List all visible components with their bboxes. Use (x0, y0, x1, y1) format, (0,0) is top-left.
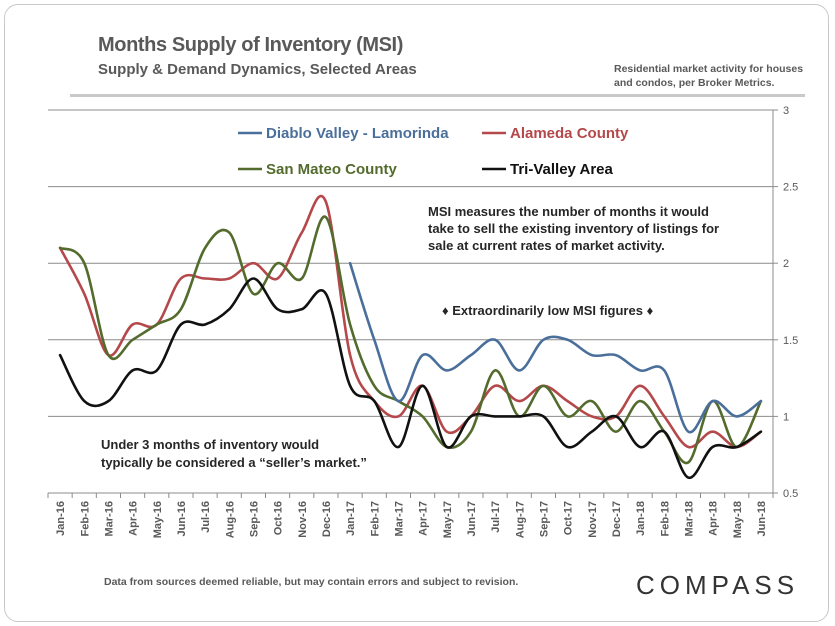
x-tick-label: Oct-16 (273, 501, 285, 535)
x-tick-label: Jan-18 (635, 501, 647, 536)
sellers-market-annotation: Under 3 months of inventory would typica… (101, 437, 367, 470)
x-tick-label: Mar-16 (103, 501, 115, 536)
sellers-note-line-1: Under 3 months of inventory would (101, 437, 319, 452)
msi-note-line-3: sale at current rates of market activity… (428, 238, 665, 253)
legend-label-diablo: Diablo Valley - Lamorinda (266, 125, 449, 142)
x-tick-label: Aug-17 (514, 501, 526, 538)
legend-label-trivalley: Tri-Valley Area (510, 161, 613, 178)
series-line-tri-valley-area (58, 277, 763, 479)
chart-frame (4, 4, 829, 622)
x-axis-ticks: Jan-16 Feb-16 Mar-16 Apr-16 May-16 Jun-16 Jul-… (47, 493, 774, 538)
x-tick-label: Jan-16 (55, 501, 67, 536)
x-tick-label: Mar-17 (393, 501, 405, 536)
y-axis-ticks: 0.5 1 1.5 2 2.5 3 (773, 105, 798, 500)
x-tick-label: Aug-16 (224, 501, 236, 538)
x-tick-label: Jun-16 (176, 501, 188, 536)
x-tick-label: Jan-17 (345, 501, 357, 536)
legend-label-sanmateo: San Mateo County (266, 161, 397, 178)
y-tick-label: 1 (783, 411, 789, 423)
legend: Diablo Valley - Lamorinda Alameda County… (238, 125, 629, 178)
chart-title: Months Supply of Inventory (MSI) (98, 34, 403, 56)
x-tick-label: May-16 (152, 501, 164, 538)
x-tick-label: Oct-17 (563, 501, 575, 535)
y-tick-label: 3 (783, 105, 789, 117)
x-tick-label: Apr-16 (128, 501, 140, 536)
y-tick-label: 0.5 (783, 488, 798, 500)
x-tick-label: Mar-18 (683, 501, 695, 536)
x-tick-label: Sep-17 (538, 501, 550, 537)
x-tick-label: Feb-17 (369, 501, 381, 536)
low-msi-annotation: ♦ Extraordinarily low MSI figures ♦ (442, 303, 654, 318)
x-tick-label: Jun-17 (466, 501, 478, 536)
series-line-alameda-county (58, 194, 763, 449)
x-tick-label: Jun-18 (756, 501, 768, 536)
x-tick-label: Dec-17 (611, 501, 623, 537)
x-tick-label: Dec-16 (321, 501, 333, 537)
axes (48, 110, 774, 494)
x-tick-label: Nov-17 (587, 501, 599, 538)
x-tick-label: Apr-17 (418, 501, 430, 536)
y-tick-label: 2.5 (783, 182, 798, 194)
x-tick-label: May-17 (442, 501, 454, 538)
x-tick-label: May-18 (732, 501, 744, 538)
source-note: Residential market activity for houses a… (614, 63, 804, 89)
x-tick-label: Sep-16 (248, 501, 260, 537)
x-tick-label: Feb-18 (659, 501, 671, 536)
y-tick-label: 2 (783, 258, 789, 270)
y-tick-label: 1.5 (783, 335, 798, 347)
header-divider (70, 94, 805, 97)
series-lines (58, 194, 763, 479)
legend-label-alameda: Alameda County (510, 125, 629, 142)
x-tick-label: Jul-17 (490, 501, 502, 533)
msi-definition-annotation: MSI measures the number of months it wou… (428, 204, 719, 253)
x-tick-label: Nov-16 (297, 501, 309, 538)
x-tick-label: Jul-16 (200, 501, 212, 533)
sellers-note-line-2: typically be considered a “seller’s mark… (101, 455, 367, 470)
series-line-diablo-valley-lamorinda (348, 261, 763, 434)
msi-note-line-1: MSI measures the number of months it wou… (428, 204, 709, 219)
x-tick-label: Feb-16 (79, 501, 91, 536)
brand-logo: COMPASS (636, 570, 800, 600)
disclaimer: Data from sources deemed reliable, but m… (104, 576, 519, 588)
chart-subtitle: Supply & Demand Dynamics, Selected Areas (98, 61, 417, 78)
msi-note-line-2: take to sell the existing inventory of l… (428, 221, 719, 236)
x-tick-label: Apr-18 (708, 501, 720, 536)
